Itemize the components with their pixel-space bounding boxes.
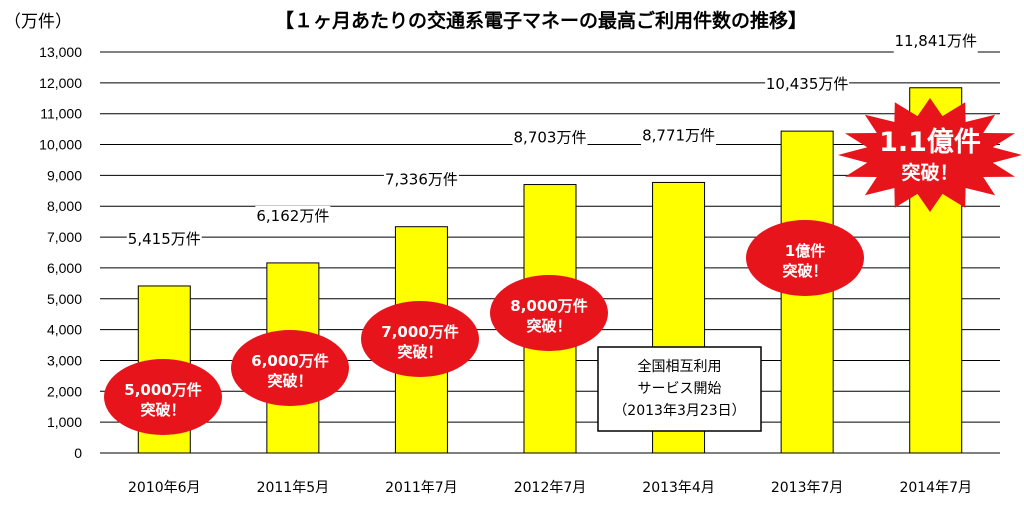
data-label: 8,703万件 [514, 129, 587, 147]
data-label-bg [765, 74, 850, 97]
y-tick-label: 2,000 [47, 383, 82, 399]
data-label: 8,771万件 [642, 126, 715, 144]
data-label: 6,162万件 [256, 207, 329, 225]
y-tick-label: 10,000 [39, 137, 82, 153]
data-labels: 5,415万件 6,162万件 7,336万件 8,703万件 8,771万件 10,43… [126, 30, 978, 251]
milestone-badge [361, 301, 479, 377]
data-label: 5,415万件 [128, 230, 201, 248]
y-axis-unit: （万件） [4, 12, 72, 32]
data-label: 10,435万件 [766, 75, 849, 93]
note-text: サービス開始 [638, 381, 722, 397]
badge-text: 突破！ [901, 161, 958, 184]
data-label-bg [512, 127, 588, 150]
y-tick-label: 13,000 [39, 44, 82, 60]
y-tick-label: 12,000 [39, 75, 82, 91]
milestone-badge [490, 275, 608, 351]
x-tick-label: 2011年5月 [257, 480, 330, 496]
badge-text: 5,000万件 [124, 381, 201, 399]
data-label-bg [641, 125, 717, 148]
x-tick-label: 2011年7月 [385, 480, 458, 496]
y-tick-label: 7,000 [47, 229, 82, 245]
badge-text: 突破！ [526, 317, 571, 335]
chart-title: 【１ヶ月あたりの交通系電子マネーの最高ご利用件数の推移】 [275, 9, 807, 32]
x-tick-label: 2013年7月 [771, 480, 844, 496]
x-tick-label: 2010年6月 [128, 480, 201, 496]
x-tick-label: 2014年7月 [899, 480, 972, 496]
badge-text: 突破！ [140, 401, 185, 419]
y-axis-ticks: 0 1,000 2,000 3,000 4,000 5,000 6,000 7,000 8,00… [39, 44, 82, 461]
x-tick-label: 2012年7月 [514, 480, 587, 496]
badge-text: 7,000万件 [381, 323, 458, 341]
x-axis-ticks: 2010年6月 2011年5月 2011年7月 2012年7月 2013年4月 2013年… [128, 480, 972, 496]
data-label: 11,841万件 [894, 32, 977, 50]
x-tick-label: 2013年4月 [642, 480, 715, 496]
y-tick-label: 1,000 [47, 414, 82, 430]
y-tick-label: 6,000 [47, 260, 82, 276]
y-tick-label: 0 [74, 445, 82, 461]
data-label-bg [893, 30, 978, 53]
y-tick-label: 4,000 [47, 322, 82, 338]
milestone-badge [104, 359, 222, 435]
badge-text: 6,000万件 [251, 352, 328, 370]
data-label-bg [383, 169, 459, 192]
milestone-badges: 5,000万件突破！6,000万件突破！7,000万件突破！8,000万件突破！… [104, 98, 1022, 435]
y-tick-label: 11,000 [40, 106, 82, 122]
y-tick-label: 9,000 [47, 167, 82, 183]
note-box-frame [597, 346, 762, 432]
starburst-badge [838, 98, 1022, 212]
data-label-bg [126, 228, 202, 251]
y-tick-label: 3,000 [47, 352, 82, 368]
badge-text: 突破！ [267, 372, 312, 390]
badge-text: 突破！ [397, 343, 442, 361]
badge-text: 1.1億件 [879, 127, 981, 158]
note-text: 全国相互利用 [638, 358, 722, 375]
y-tick-label: 5,000 [47, 291, 82, 307]
data-label: 7,336万件 [385, 171, 458, 189]
badge-text: 1億件 [785, 242, 825, 260]
badge-text: 8,000万件 [510, 297, 587, 315]
data-label-bg [255, 205, 331, 228]
milestone-badge [231, 330, 349, 406]
y-tick-label: 8,000 [47, 198, 82, 214]
note-text: （2013年3月23日） [613, 403, 745, 419]
badge-text: 突破！ [782, 262, 827, 280]
milestone-badge [746, 220, 864, 296]
